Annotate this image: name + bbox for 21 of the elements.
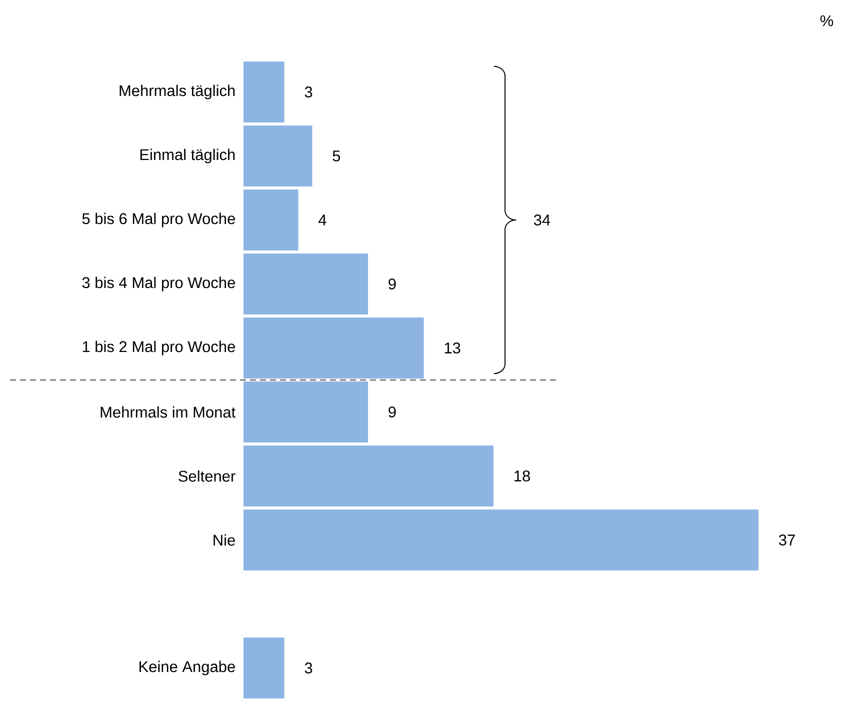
data-label: 3 xyxy=(304,662,312,674)
y-tick-label: Mehrmals täglich xyxy=(120,84,235,100)
y-tick-label: Nie xyxy=(214,534,235,546)
data-label: 13 xyxy=(444,342,460,354)
data-label: 18 xyxy=(514,470,530,482)
y-tick-label: 3 bis 4 Mal pro Woche xyxy=(82,276,235,292)
bar xyxy=(242,636,286,700)
data-label: 3 xyxy=(304,86,312,98)
y-tick-label: Seltener xyxy=(178,470,236,482)
data-label: 9 xyxy=(388,406,396,418)
data-label: 5 xyxy=(332,150,340,162)
y-tick-label: 1 bis 2 Mal pro Woche xyxy=(82,340,235,356)
y-tick-label: 5 bis 6 Mal pro Woche xyxy=(82,212,235,228)
y-tick-label: Mehrmals im Monat xyxy=(100,406,236,418)
text: % xyxy=(820,15,834,26)
data-label: 4 xyxy=(318,214,326,226)
y-tick-label: Einmal täglich xyxy=(140,148,235,164)
data-label: 9 xyxy=(388,278,396,290)
annotation: 34 xyxy=(534,214,550,226)
data-label: 37 xyxy=(778,534,795,546)
y-tick-label: Keine Angabe xyxy=(140,660,235,676)
